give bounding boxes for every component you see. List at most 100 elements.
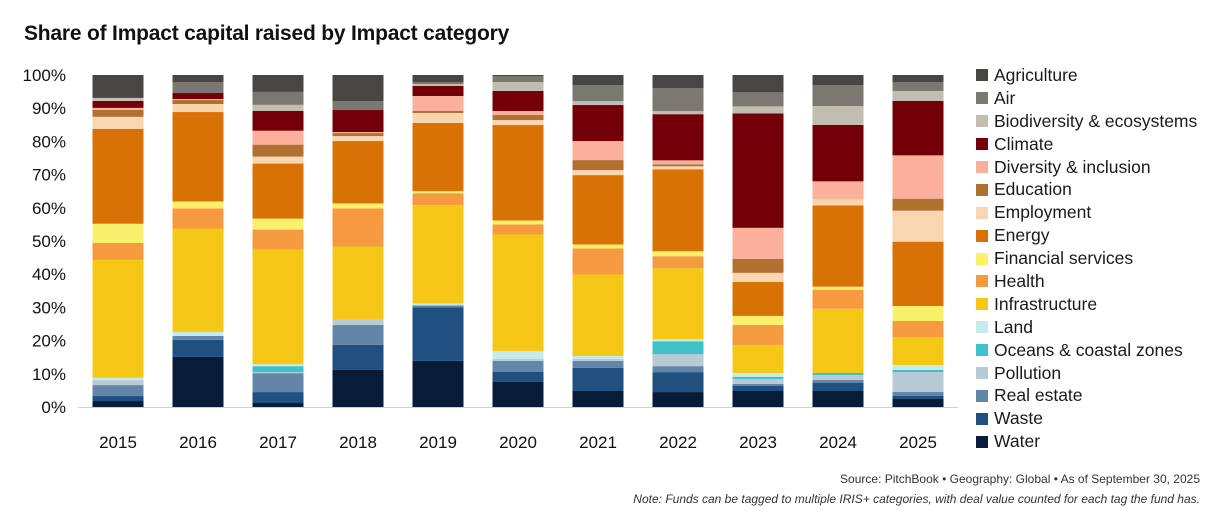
- legend-swatch: [976, 435, 988, 448]
- bar-segment-biodiversity-ecosystems-2021: [572, 101, 624, 106]
- legend-label: Oceans & coastal zones: [994, 339, 1183, 360]
- x-tick-label: 2016: [179, 433, 217, 452]
- bar-segment-climate-2022: [652, 114, 704, 161]
- bar-segment-real-estate-2019: [412, 305, 464, 308]
- legend-item-air: Air: [976, 87, 1197, 110]
- bar-segment-health-2018: [332, 208, 384, 247]
- bar-segment-infrastructure-2018: [332, 246, 384, 320]
- bar-segment-financial-services-2018: [332, 203, 384, 209]
- bar-segment-biodiversity-ecosystems-2024: [812, 106, 864, 125]
- y-tick-label: 60%: [32, 199, 66, 218]
- bar-segment-diversity-inclusion-2017: [252, 130, 304, 145]
- bar-segment-real-estate-2021: [572, 360, 624, 368]
- legend-label: Air: [994, 87, 1016, 108]
- bar-segment-pollution-2021: [572, 358, 624, 361]
- bar-segment-real-estate-2016: [172, 335, 224, 340]
- bar-segment-oceans-coastal-zones-2023: [732, 376, 784, 379]
- bar-segment-financial-services-2023: [732, 315, 784, 325]
- legend-label: Diversity & inclusion: [994, 156, 1151, 177]
- bar-segment-energy-2015: [92, 128, 144, 224]
- bar-segment-diversity-inclusion-2016: [172, 99, 224, 101]
- bar-segment-energy-2018: [332, 141, 384, 204]
- legend-swatch: [976, 275, 988, 288]
- legend-item-real-estate: Real estate: [976, 384, 1197, 407]
- bar-segment-waste-2024: [812, 383, 864, 391]
- bar-segment-waste-2020: [492, 371, 544, 382]
- bar-segment-pollution-2018: [332, 319, 384, 325]
- bar-segment-climate-2019: [412, 85, 464, 96]
- legend-swatch: [976, 92, 988, 105]
- y-tick-label: 0%: [41, 398, 66, 417]
- legend-item-diversity-inclusion: Diversity & inclusion: [976, 156, 1197, 179]
- bar-segment-energy-2019: [412, 122, 464, 192]
- bar-segment-health-2024: [812, 289, 864, 309]
- bar-segment-agriculture-2023: [732, 75, 784, 93]
- bar-segment-waste-2019: [412, 307, 464, 361]
- y-tick-label: 40%: [32, 265, 66, 284]
- legend-label: Land: [994, 316, 1033, 337]
- legend-label: Education: [994, 179, 1072, 200]
- bar-segment-real-estate-2018: [332, 324, 384, 345]
- legend-item-biodiversity-ecosystems: Biodiversity & ecosystems: [976, 110, 1197, 133]
- bar-segment-employment-2022: [652, 166, 704, 170]
- bar-segment-health-2022: [652, 256, 704, 269]
- legend-item-pollution: Pollution: [976, 362, 1197, 385]
- bar-segment-health-2020: [492, 224, 544, 235]
- bar-segment-waste-2015: [92, 396, 144, 402]
- bar-segment-biodiversity-ecosystems-2019: [412, 83, 464, 86]
- bar-segment-infrastructure-2021: [572, 274, 624, 356]
- bar-segment-air-2017: [252, 91, 304, 105]
- legend-item-energy: Energy: [976, 224, 1197, 247]
- bar-segment-real-estate-2022: [652, 366, 704, 373]
- legend-label: Water: [994, 431, 1041, 452]
- x-tick-label: 2021: [579, 433, 617, 452]
- bar-segment-infrastructure-2020: [492, 234, 544, 351]
- y-tick-label: 30%: [32, 298, 66, 317]
- bar-segment-water-2019: [412, 360, 464, 407]
- bar-segment-infrastructure-2017: [252, 249, 304, 365]
- y-tick-label: 90%: [32, 99, 66, 118]
- legend-item-water: Water: [976, 430, 1197, 453]
- legend-label: Energy: [994, 225, 1050, 246]
- legend-label: Waste: [994, 408, 1043, 429]
- bar-segment-infrastructure-2019: [412, 205, 464, 304]
- bar-segment-health-2016: [172, 208, 224, 229]
- bar-segment-financial-services-2017: [252, 218, 304, 230]
- bar-segment-climate-2015: [92, 100, 144, 108]
- bar-segment-land-2021: [572, 355, 624, 359]
- y-tick-label: 70%: [32, 166, 66, 185]
- legend-label: Biodiversity & ecosystems: [994, 110, 1198, 131]
- bar-segment-diversity-inclusion-2015: [92, 107, 144, 110]
- legend-swatch: [976, 367, 988, 380]
- bar-segment-education-2016: [172, 100, 224, 105]
- bar-segment-water-2024: [812, 391, 864, 407]
- bar-segment-land-2019: [412, 303, 464, 306]
- bar-segment-education-2022: [652, 164, 704, 167]
- bar-segment-air-2016: [172, 82, 224, 94]
- bar-segment-waste-2017: [252, 392, 304, 404]
- bar-segment-waste-2021: [572, 367, 624, 391]
- bar-segment-health-2019: [412, 193, 464, 206]
- x-tick-label: 2023: [739, 433, 777, 452]
- bar-segment-air-2021: [572, 85, 624, 102]
- legend-swatch: [976, 161, 988, 173]
- bar-segment-infrastructure-2022: [652, 268, 704, 340]
- bar-segment-diversity-inclusion-2020: [492, 111, 544, 116]
- bar-segment-climate-2023: [732, 113, 784, 228]
- bar-segment-climate-2017: [252, 110, 304, 131]
- bar-segment-water-2022: [652, 392, 704, 407]
- bar-segment-energy-2016: [172, 112, 224, 202]
- bar-segment-air-2018: [332, 101, 384, 111]
- bar-segment-land-2022: [652, 339, 704, 342]
- bar-segment-employment-2015: [92, 116, 144, 129]
- bar-segment-water-2023: [732, 390, 784, 407]
- bar-segment-health-2017: [252, 229, 304, 250]
- bar-segment-diversity-inclusion-2023: [732, 227, 784, 259]
- legend-label: Real estate: [994, 385, 1083, 406]
- bar-segment-pollution-2025: [892, 372, 944, 392]
- legend-label: Pollution: [994, 362, 1062, 383]
- bar-segment-water-2015: [92, 401, 144, 407]
- x-tick-label: 2018: [339, 433, 377, 452]
- legend-label: Health: [994, 270, 1045, 291]
